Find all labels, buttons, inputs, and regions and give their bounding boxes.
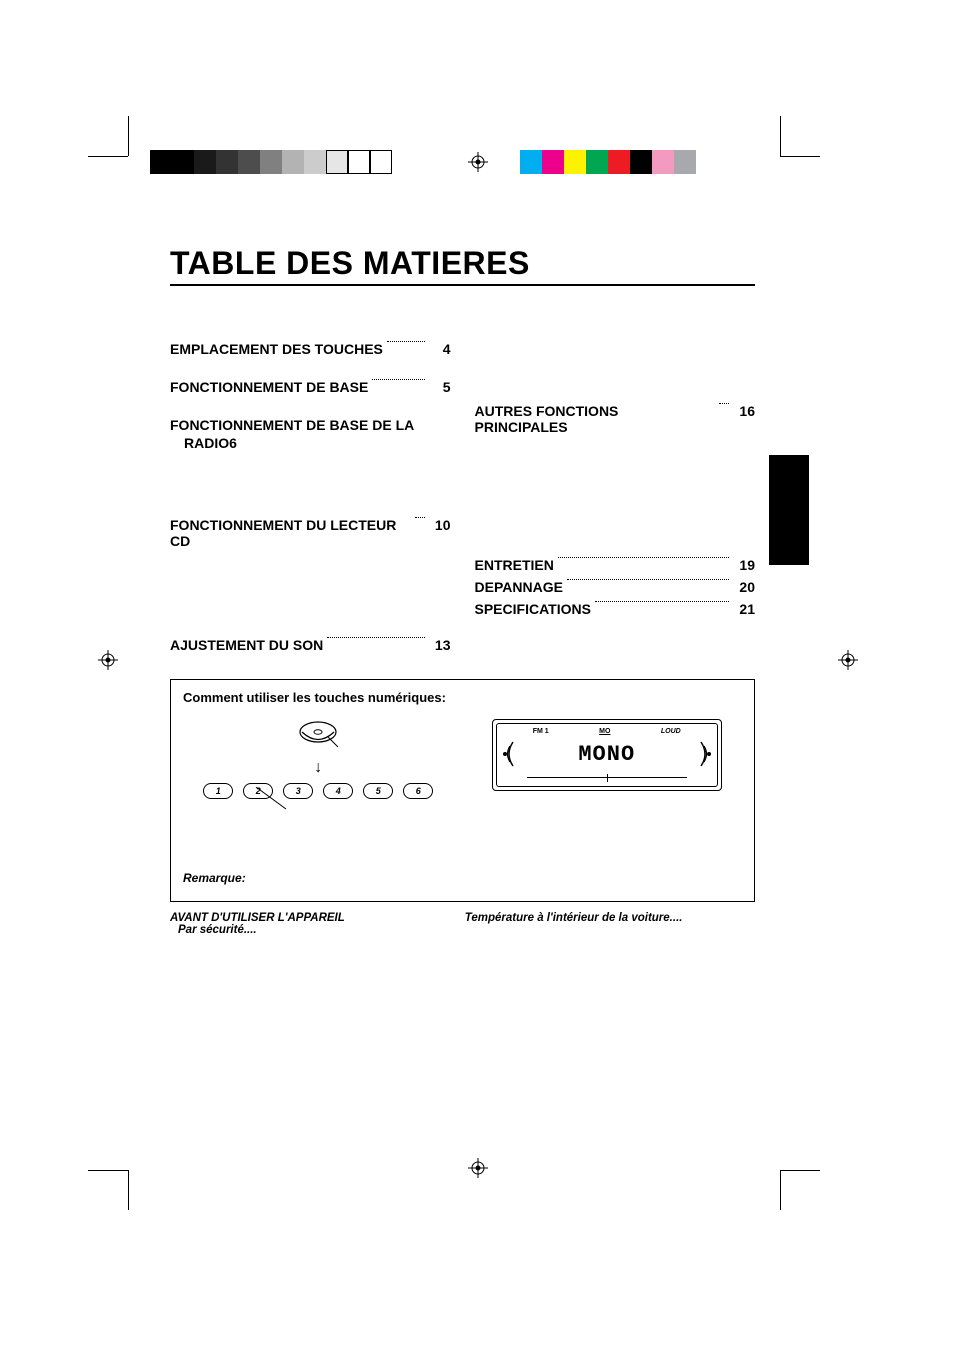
toc-page-number: 20 [733,579,755,595]
registration-mark-icon [468,1158,488,1178]
cd-insert-illustration: ↓ 123456 [203,719,433,811]
page-title: TABLE DES MATIERES [170,245,530,282]
grayscale-calibration-strip [150,150,392,174]
color-calibration-strip [520,150,696,174]
toc-label: EMPLACEMENT DES TOUCHES [170,341,383,357]
footer-subheading: Par sécurité.... [170,924,345,936]
toc-entry: FONCTIONNEMENT DE BASE 5 [170,379,451,395]
swatch [172,150,194,174]
table-of-contents: EMPLACEMENT DES TOUCHES 4 FONCTIONNEMENT D… [170,341,755,675]
toc-label: AUTRES FONCTIONS PRINCIPALES [475,403,716,435]
registration-mark-icon [838,650,858,670]
swatch [260,150,282,174]
crop-mark [780,1170,781,1210]
toc-leader-dots [372,379,424,380]
info-box-title: Comment utiliser les touches numériques: [183,690,742,705]
toc-label: AJUSTEMENT DU SON [170,637,323,653]
swatch [630,150,652,174]
info-box: Comment utiliser les touches numériques:… [170,679,755,902]
toc-label: DEPANNAGE [475,579,563,595]
footer-right-note: Température à l'intérieur de la voiture.… [465,912,683,936]
toc-entry: EMPLACEMENT DES TOUCHES 4 [170,341,451,357]
swatch [194,150,216,174]
crop-mark [780,156,820,157]
toc-page-number: 21 [733,601,755,617]
crop-mark [128,1170,129,1210]
toc-left-column: EMPLACEMENT DES TOUCHES 4 FONCTIONNEMENT D… [170,341,451,675]
toc-page-number: 10 [429,517,450,533]
toc-page-number: 6 [229,435,237,451]
lcd-display-illustration: FM 1 MO LOUD MONO [492,719,722,791]
toc-entry: DEPANNAGE 20 [475,579,756,595]
swatch [652,150,674,174]
crop-mark [88,156,128,157]
toc-label: SPECIFICATIONS [475,601,591,617]
toc-label: ENTRETIEN [475,557,554,573]
toc-label: FONCTIONNEMENT DU LECTEUR CD [170,517,411,549]
crop-mark [780,1170,820,1171]
numeric-button: 1 [203,783,233,799]
swatch [542,150,564,174]
swatch [586,150,608,174]
swatch [216,150,238,174]
lcd-scale-tick [607,774,608,782]
toc-label: RADIO [184,435,229,451]
toc-entry: FONCTIONNEMENT DU LECTEUR CD 10 [170,517,451,549]
speaker-icon [501,740,515,774]
numeric-button: 4 [323,783,353,799]
toc-leader-dots [558,557,729,558]
page-content: TABLE DES MATIERES EMPLACEMENT DES TOUCH… [170,245,755,936]
toc-label: FONCTIONNEMENT DE BASE [170,379,368,395]
cd-icon [296,719,340,753]
crop-mark [128,116,129,156]
swatch [370,150,392,174]
toc-right-column: AUTRES FONCTIONS PRINCIPALES 16 ENTRETIEN… [475,341,756,675]
toc-entry: AUTRES FONCTIONS PRINCIPALES 16 [475,403,756,435]
toc-page-number: 19 [733,557,755,573]
toc-entry: SPECIFICATIONS 21 [475,601,756,617]
numeric-button: 6 [403,783,433,799]
swatch [282,150,304,174]
swatch [520,150,542,174]
speaker-icon [699,740,713,774]
toc-entry: AJUSTEMENT DU SON 13 [170,637,451,653]
registration-mark-icon [98,650,118,670]
swatch [348,150,370,174]
toc-leader-dots [387,341,425,342]
swatch [238,150,260,174]
swatch [326,150,348,174]
toc-leader-dots [327,637,424,638]
swatch [674,150,696,174]
footer-notes: AVANT D'UTILISER L'APPAREIL Par sécurité… [170,912,755,936]
toc-page-number: 16 [733,403,755,419]
swatch [150,150,172,174]
remark-label: Remarque: [183,871,742,885]
registration-mark-icon [468,152,488,172]
toc-label: FONCTIONNEMENT DE BASE DE LA [170,417,414,433]
toc-entry: FONCTIONNEMENT DE BASE DE LA RADIO 6 [170,417,451,451]
toc-page-number: 4 [429,341,451,357]
toc-leader-dots [415,517,425,518]
swatch [304,150,326,174]
toc-leader-dots [567,579,729,580]
lcd-indicator: MO [599,728,610,735]
numeric-button: 5 [363,783,393,799]
toc-page-number: 13 [429,637,451,653]
swatch [608,150,630,174]
crop-mark [780,116,781,156]
toc-leader-dots [595,601,729,602]
lcd-main-text: MONO [497,742,717,767]
lcd-indicator: FM 1 [533,728,549,735]
pointer-line-icon [246,787,296,811]
footer-heading: AVANT D'UTILISER L'APPAREIL [170,912,345,924]
lcd-indicator: LOUD [661,728,681,735]
page-edge-tab [769,455,809,565]
crop-mark [88,1170,128,1171]
toc-entry: ENTRETIEN 19 [475,557,756,573]
swatch [564,150,586,174]
numeric-buttons-row: 123456 [203,783,433,799]
arrow-down-icon: ↓ [314,759,322,777]
toc-page-number: 5 [429,379,451,395]
toc-leader-dots [719,403,729,404]
